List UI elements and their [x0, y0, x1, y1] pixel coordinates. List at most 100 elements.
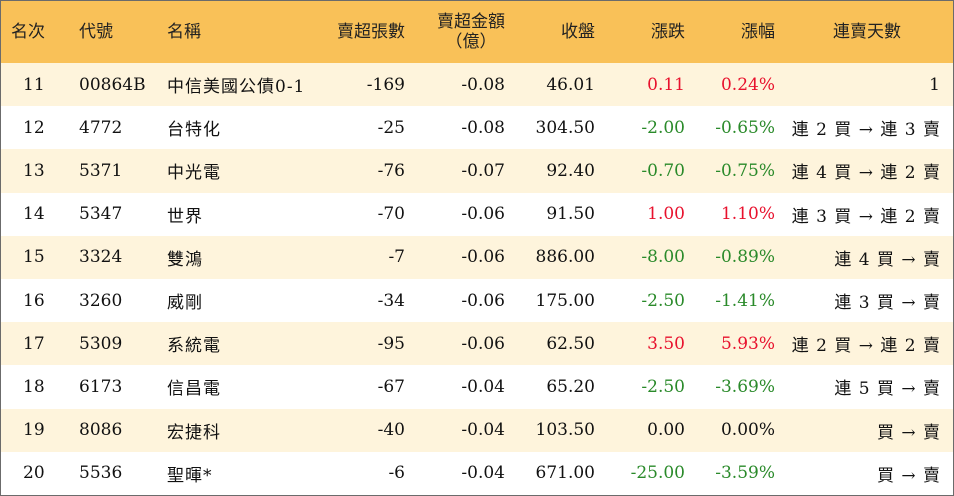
stock-name-cell[interactable]: 雙鴻 [167, 249, 203, 270]
price-change-cell: -2.50 [641, 376, 685, 397]
net-sell-shares-cell: -67 [377, 376, 405, 397]
rank-cell: 13 [23, 160, 45, 181]
change-pct-cell: 0.24% [720, 74, 775, 95]
table-row[interactable]: 18 6173 信昌電 -67 -0.04 65.20 -2.50 -3.69% 連 5 買 →… [1, 365, 953, 409]
stock-name-cell[interactable]: 中光電 [167, 163, 221, 184]
price-change-cell: -25.00 [630, 463, 685, 484]
net-sell-amount-cell: -0.06 [461, 333, 505, 354]
streak-cell: 買 → 賣 [876, 422, 941, 443]
net-sell-shares-cell: -25 [377, 117, 405, 138]
stock-code-cell[interactable]: 3260 [79, 290, 123, 311]
table-row[interactable]: 12 4772 台特化 -25 -0.08 304.50 -2.00 -0.65% 連 2 買 … [1, 106, 953, 150]
stock-code-cell[interactable]: 5536 [79, 463, 123, 484]
table-row[interactable]: 17 5309 系統電 -95 -0.06 62.50 3.50 5.93% 連 2 買 → 連… [1, 322, 953, 366]
close-price-cell: 65.20 [546, 376, 595, 397]
stock-code-cell[interactable]: 8086 [79, 420, 123, 441]
header-streak[interactable]: 連賣天數 [833, 22, 901, 42]
change-pct-cell: -3.69% [715, 376, 775, 397]
stock-code-cell[interactable]: 5347 [79, 204, 123, 225]
header-change-pct[interactable]: 漲幅 [741, 22, 775, 42]
net-sell-amount-cell: -0.04 [461, 463, 505, 484]
table-row[interactable]: 19 8086 宏捷科 -40 -0.04 103.50 0.00 0.00% 買 → 賣 [1, 408, 953, 452]
change-pct-cell: -0.75% [715, 160, 775, 181]
rank-cell: 19 [23, 420, 45, 441]
price-change-cell: -2.50 [641, 290, 685, 311]
table-header-row: 名次 代號 名稱 賣超張數 賣超金額 （億） 收盤 漲跌 漲幅 連賣天數 [1, 1, 953, 63]
net-sell-amount-cell: -0.06 [461, 247, 505, 268]
rank-cell: 17 [23, 333, 45, 354]
net-sell-amount-cell: -0.08 [461, 74, 505, 95]
table-row[interactable]: 15 3324 雙鴻 -7 -0.06 886.00 -8.00 -0.89% 連 4 買 → … [1, 235, 953, 279]
header-code[interactable]: 代號 [79, 22, 113, 42]
change-pct-cell: 5.93% [720, 333, 775, 354]
stock-code-cell[interactable]: 00864B [79, 74, 146, 95]
close-price-cell: 175.00 [535, 290, 595, 311]
streak-cell: 連 4 買 → 賣 [834, 249, 941, 270]
net-sell-amount-cell: -0.08 [461, 117, 505, 138]
change-pct-cell: 0.00% [720, 420, 775, 441]
net-sell-shares-cell: -40 [377, 420, 405, 441]
header-change[interactable]: 漲跌 [651, 22, 685, 42]
stock-code-cell[interactable]: 6173 [79, 376, 123, 397]
header-close[interactable]: 收盤 [561, 22, 595, 42]
streak-cell: 連 3 買 → 連 2 賣 [791, 206, 941, 227]
streak-cell: 連 5 買 → 賣 [834, 379, 941, 400]
stock-name-cell[interactable]: 台特化 [167, 120, 221, 141]
table-row[interactable]: 14 5347 世界 -70 -0.06 91.50 1.00 1.10% 連 3 買 → 連 … [1, 192, 953, 236]
stock-name-cell[interactable]: 威剛 [167, 293, 203, 314]
stock-name-cell[interactable]: 世界 [167, 206, 203, 227]
close-price-cell: 886.00 [535, 247, 595, 268]
stock-name-cell[interactable]: 聖暉* [167, 465, 213, 486]
header-net-sell-shares[interactable]: 賣超張數 [337, 22, 405, 42]
close-price-cell: 91.50 [546, 204, 595, 225]
price-change-cell: 1.00 [647, 204, 685, 225]
stock-name-cell[interactable]: 信昌電 [167, 379, 221, 400]
table-row[interactable]: 16 3260 威剛 -34 -0.06 175.00 -2.50 -1.41% 連 3 買 →… [1, 278, 953, 323]
net-sell-shares-cell: -6 [388, 463, 405, 484]
streak-cell: 連 4 買 → 連 2 賣 [791, 163, 941, 184]
stock-name-cell[interactable]: 系統電 [167, 336, 221, 357]
table-row[interactable]: 11 00864B 中信美國公債0-1 -169 -0.08 46.01 0.11 0.24%… [1, 63, 953, 107]
price-change-cell: 0.11 [647, 74, 685, 95]
stock-name-cell[interactable]: 宏捷科 [167, 422, 221, 443]
close-price-cell: 671.00 [535, 463, 595, 484]
header-net-sell-amount-line1: 賣超金額 [437, 12, 505, 32]
change-pct-cell: -1.41% [715, 290, 775, 311]
rank-cell: 20 [23, 463, 45, 484]
table-row[interactable]: 13 5371 中光電 -76 -0.07 92.40 -0.70 -0.75% 連 4 買 →… [1, 149, 953, 193]
header-name[interactable]: 名稱 [167, 22, 201, 42]
header-net-sell-amount[interactable]: 賣超金額 （億） [411, 1, 511, 63]
net-sell-shares-cell: -70 [377, 204, 405, 225]
change-pct-cell: -0.89% [715, 247, 775, 268]
streak-cell: 連 2 買 → 連 3 賣 [791, 120, 941, 141]
stock-code-cell[interactable]: 4772 [79, 117, 123, 138]
stock-name-cell[interactable]: 中信美國公債0-1 [167, 77, 306, 98]
rank-cell: 16 [23, 290, 45, 311]
net-sell-amount-cell: -0.04 [461, 420, 505, 441]
header-net-sell-amount-label: 賣超金額 （億） [437, 12, 505, 52]
stock-code-cell[interactable]: 5309 [79, 333, 123, 354]
streak-cell: 1 [929, 74, 941, 95]
change-pct-cell: -3.59% [715, 463, 775, 484]
stock-code-cell[interactable]: 5371 [79, 160, 123, 181]
stock-code-cell[interactable]: 3324 [79, 247, 123, 268]
change-pct-cell: -0.65% [715, 117, 775, 138]
net-sell-shares-cell: -169 [366, 74, 405, 95]
rank-cell: 15 [23, 247, 45, 268]
streak-cell: 連 3 買 → 賣 [834, 293, 941, 314]
close-price-cell: 304.50 [535, 117, 595, 138]
header-rank[interactable]: 名次 [11, 22, 45, 42]
price-change-cell: -2.00 [641, 117, 685, 138]
close-price-cell: 46.01 [546, 74, 595, 95]
net-sell-amount-cell: -0.04 [461, 376, 505, 397]
close-price-cell: 92.40 [546, 160, 595, 181]
price-change-cell: 3.50 [647, 333, 685, 354]
price-change-cell: 0.00 [647, 420, 685, 441]
rank-cell: 18 [23, 376, 45, 397]
table-row[interactable]: 20 5536 聖暉* -6 -0.04 671.00 -25.00 -3.59% 買 → 賣 [1, 451, 953, 495]
table-body: 11 00864B 中信美國公債0-1 -169 -0.08 46.01 0.11 0.24%… [1, 63, 953, 495]
net-sell-amount-cell: -0.07 [461, 160, 505, 181]
net-sell-shares-cell: -34 [377, 290, 405, 311]
net-sell-amount-cell: -0.06 [461, 204, 505, 225]
